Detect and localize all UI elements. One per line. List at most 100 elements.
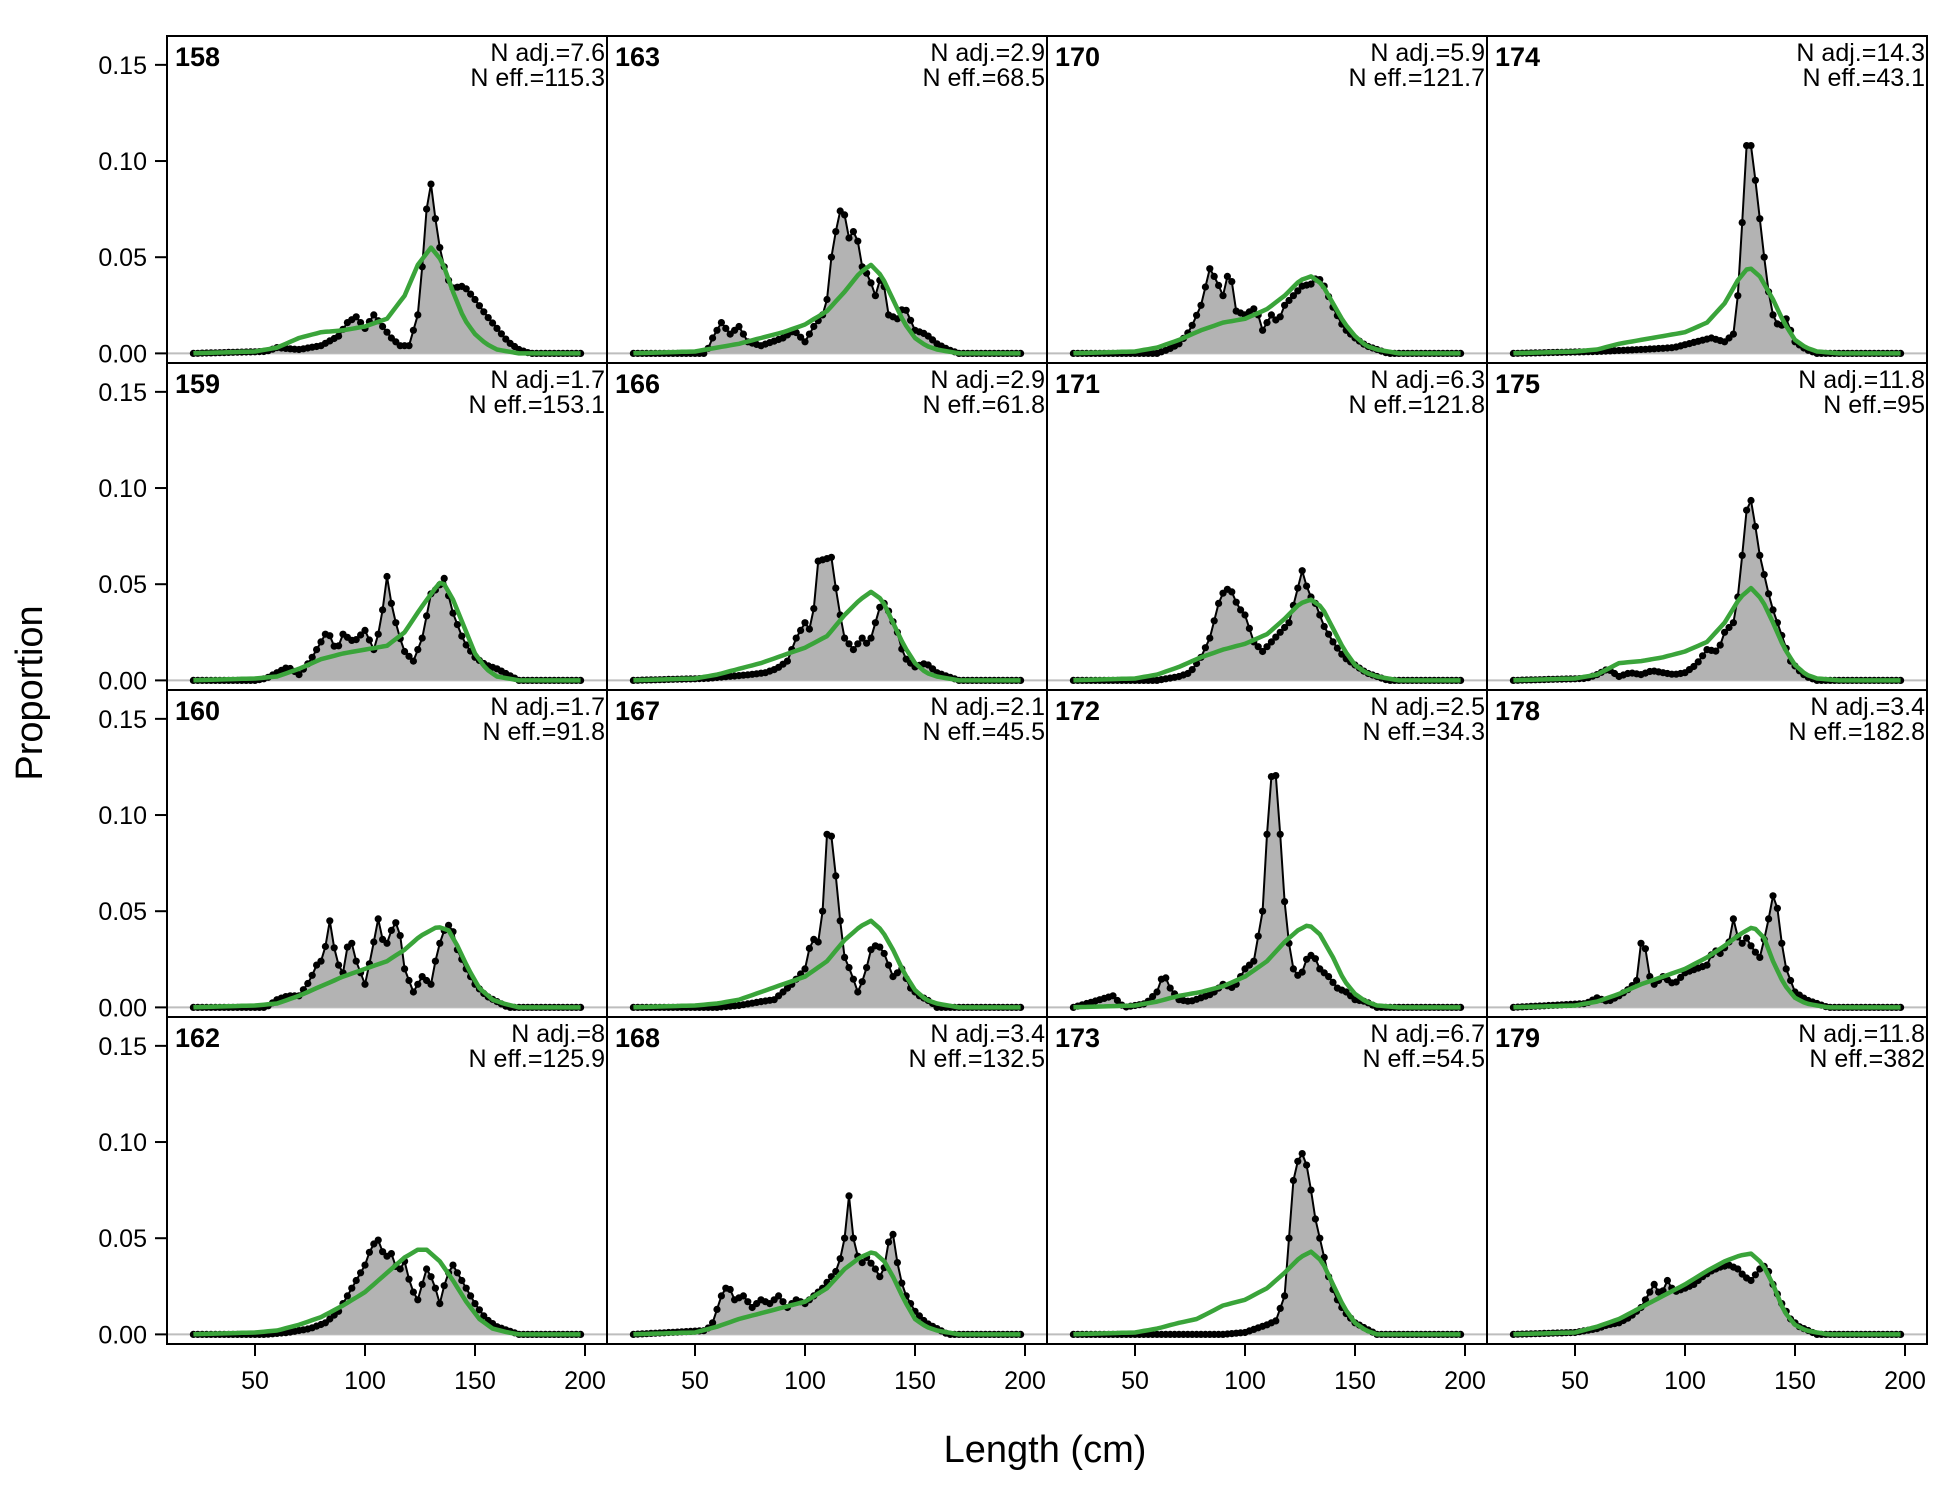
observed-area — [1073, 775, 1461, 1008]
observed-point — [1725, 623, 1733, 632]
n-eff-label: N eff.=43.1 — [1802, 64, 1925, 92]
observed-point — [480, 308, 488, 316]
observed-area — [633, 557, 1021, 681]
observed-point — [1747, 142, 1755, 150]
observed-point — [1311, 1215, 1319, 1223]
n-eff-label: N eff.=54.5 — [1362, 1045, 1485, 1073]
observed-point — [832, 584, 840, 592]
panel-173: 173 N adj.=6.7N eff.=54.5 — [1046, 1016, 1488, 1345]
n-adj-label: N adj.=3.4 — [1810, 693, 1925, 721]
expected-line — [1513, 266, 1901, 356]
observed-points — [1069, 1150, 1465, 1338]
observed-point — [1263, 830, 1271, 838]
observed-point — [1307, 1186, 1315, 1194]
observed-point — [1232, 598, 1240, 606]
observed-point — [1734, 292, 1742, 300]
observed-point — [709, 1319, 717, 1327]
observed-point — [418, 634, 426, 642]
observed-point — [1751, 176, 1759, 184]
observed-point — [744, 1298, 752, 1306]
observed-point — [1773, 904, 1781, 912]
panel-179: 179 N adj.=11.8N eff.=382 — [1486, 1016, 1928, 1345]
observed-point — [1281, 898, 1289, 906]
observed-point — [462, 641, 470, 649]
observed-point — [863, 639, 871, 647]
observed-point — [823, 295, 831, 304]
expected-line — [1073, 597, 1461, 683]
observed-point — [326, 917, 334, 925]
observed-point — [1210, 617, 1218, 625]
observed-point — [1206, 634, 1214, 642]
observed-line — [193, 183, 581, 355]
observed-point — [1677, 973, 1685, 982]
observed-point — [471, 295, 479, 304]
observed-point — [1298, 968, 1306, 976]
observed-point — [467, 1292, 475, 1300]
observed-point — [1276, 628, 1284, 636]
y-tick-label: 0.10 — [98, 1129, 147, 1157]
observed-point — [365, 636, 373, 644]
observed-point — [480, 1312, 488, 1320]
observed-point — [1316, 1234, 1324, 1242]
observed-point — [1769, 892, 1777, 900]
observed-point — [387, 599, 395, 608]
observed-point — [431, 957, 439, 965]
x-axis-title: Length (cm) — [944, 1429, 1147, 1471]
x-tick-label: 150 — [454, 1367, 496, 1395]
observed-point — [405, 976, 413, 985]
observed-point — [475, 1306, 483, 1314]
expected-line — [633, 262, 1021, 356]
expected-line — [633, 918, 1021, 1010]
n-adj-label: N adj.=6.7 — [1370, 1020, 1485, 1048]
observed-point — [409, 988, 417, 996]
observed-point — [1747, 942, 1755, 950]
observed-point — [383, 572, 391, 581]
observed-point — [1188, 666, 1196, 674]
observed-point — [1228, 588, 1236, 596]
observed-point — [1219, 292, 1227, 300]
observed-point — [414, 646, 422, 654]
observed-area — [193, 576, 581, 681]
expected-line — [1513, 585, 1901, 683]
n-adj-label: N adj.=2.1 — [930, 693, 1045, 721]
observed-point — [1272, 1317, 1280, 1325]
observed-point — [867, 634, 875, 642]
observed-point — [801, 338, 809, 346]
x-tick-label: 200 — [1444, 1367, 1486, 1395]
y-tick-label: 0.00 — [98, 340, 147, 368]
observed-point — [792, 329, 800, 337]
expected-line — [193, 925, 581, 1010]
observed-point — [893, 1259, 902, 1267]
observed-point — [440, 574, 448, 583]
observed-point — [889, 1230, 897, 1238]
observed-point — [1743, 506, 1751, 514]
observed-point — [1641, 1296, 1649, 1304]
observed-point — [1281, 1292, 1289, 1300]
observed-point — [845, 234, 853, 242]
observed-point — [1778, 939, 1786, 947]
observed-point — [335, 961, 343, 969]
observed-point — [387, 1250, 395, 1258]
observed-point — [352, 957, 360, 965]
n-adj-label: N adj.=1.7 — [490, 693, 605, 721]
y-tick-label: 0.05 — [98, 244, 147, 272]
observed-point — [445, 921, 453, 929]
observed-point — [1637, 939, 1645, 947]
observed-point — [1285, 1234, 1293, 1242]
y-axis-title: Proportion — [9, 605, 51, 780]
observed-point — [801, 965, 809, 973]
observed-point — [814, 938, 822, 946]
panel-159: 159 N adj.=1.7N eff.=153.1 — [166, 362, 608, 691]
y-tick-label: 0.05 — [98, 898, 147, 926]
observed-point — [805, 330, 814, 338]
observed-point — [1703, 961, 1711, 969]
observed-point — [1210, 272, 1218, 280]
observed-point — [1325, 973, 1333, 981]
observed-point — [1259, 647, 1267, 656]
observed-point — [409, 1288, 417, 1296]
observed-point — [775, 1292, 783, 1300]
observed-point — [1333, 644, 1341, 652]
observed-point — [401, 965, 409, 973]
